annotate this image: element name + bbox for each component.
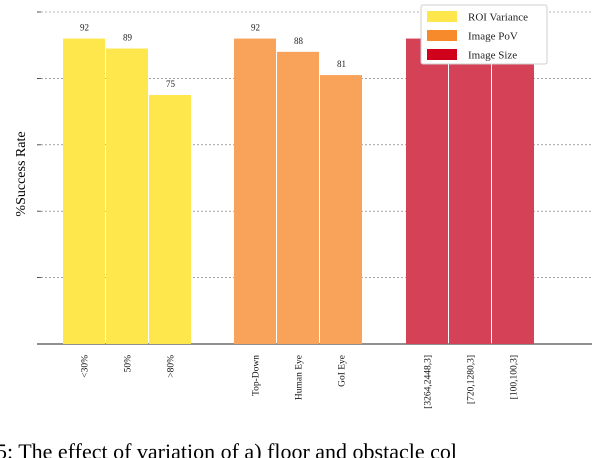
legend-label: Image Size: [468, 50, 517, 62]
x-tick-label: [100,100,3]: [510, 355, 520, 399]
bar: [492, 41, 534, 344]
figure-caption: 5: The effect of variation of a) floor a…: [0, 438, 592, 458]
value-label: 92: [80, 23, 89, 33]
y-axis-label: %Success Rate: [14, 131, 29, 216]
value-label: 81: [337, 59, 346, 69]
x-tick-label: >80%: [167, 355, 177, 378]
bars: [63, 38, 534, 345]
bar: [63, 38, 105, 345]
legend-label: ROI Variance: [468, 12, 528, 24]
legend-label: Image PoV: [468, 31, 518, 43]
value-label: 89: [123, 33, 133, 43]
x-tick-label: <30%: [81, 355, 91, 378]
bar: [449, 38, 491, 345]
legend: ROI Variance Image PoV Image Size: [420, 4, 548, 65]
x-tick-label: Human Eye: [295, 355, 305, 400]
x-tick-label: Top-Down: [252, 355, 262, 396]
value-label: 75: [166, 79, 176, 89]
caption-text: 5: The effect of variation of a) floor a…: [0, 439, 458, 458]
legend-swatch: [427, 11, 457, 22]
bar: [106, 48, 148, 345]
x-tick-label: GoI Eye: [338, 355, 348, 387]
bar: [406, 38, 448, 345]
legend-swatch: [427, 30, 457, 41]
bar: [149, 95, 191, 344]
value-label: 88: [294, 36, 304, 46]
bar: [234, 38, 276, 345]
bar: [320, 75, 362, 344]
value-label: 92: [251, 23, 260, 33]
x-tick-label: [3264,2448,3]: [424, 355, 434, 409]
bar: [277, 51, 319, 345]
x-tick-labels: <30% 50% >80% Top-Down Human Eye GoI Eye [3264…: [81, 355, 520, 409]
x-tick-label: 50%: [124, 355, 134, 373]
legend-swatch: [427, 49, 457, 60]
x-tick-label: [720,1280,3]: [467, 355, 477, 404]
